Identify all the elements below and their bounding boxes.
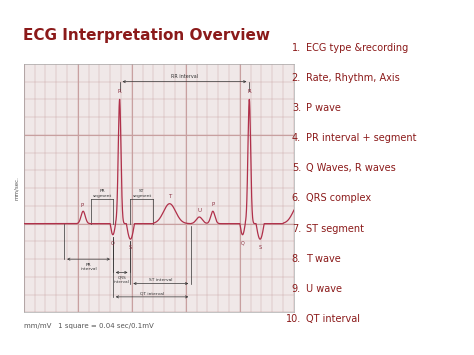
Text: Rate, Rhythm, Axis: Rate, Rhythm, Axis xyxy=(306,73,400,83)
Text: 4.: 4. xyxy=(292,133,301,143)
Text: 10.: 10. xyxy=(286,314,301,324)
Text: P: P xyxy=(80,203,83,208)
Text: R: R xyxy=(118,89,121,94)
Text: ST
segment: ST segment xyxy=(132,189,152,198)
Text: 9.: 9. xyxy=(292,284,301,294)
Text: R: R xyxy=(247,89,251,94)
Text: QT interval: QT interval xyxy=(306,314,360,324)
Text: S: S xyxy=(129,245,132,250)
Text: U wave: U wave xyxy=(306,284,342,294)
Text: QRS complex: QRS complex xyxy=(306,193,371,203)
Text: ECG type &recording: ECG type &recording xyxy=(306,43,408,53)
Text: 2.: 2. xyxy=(292,73,301,83)
Text: P: P xyxy=(211,202,214,207)
Text: 1.: 1. xyxy=(292,43,301,53)
Text: ST interval: ST interval xyxy=(149,278,173,282)
Text: 3.: 3. xyxy=(292,103,301,113)
Text: ECG Interpretation Overview: ECG Interpretation Overview xyxy=(23,28,271,43)
Text: PR
segment: PR segment xyxy=(92,189,112,198)
Text: Q Waves, R waves: Q Waves, R waves xyxy=(306,163,395,173)
Text: 7.: 7. xyxy=(292,224,301,234)
Text: 6.: 6. xyxy=(292,193,301,203)
Text: S: S xyxy=(258,245,262,250)
Text: RR interval: RR interval xyxy=(171,74,198,79)
Text: PR interval + segment: PR interval + segment xyxy=(306,133,416,143)
Text: mm/mV   1 square = 0.04 sec/0.1mV: mm/mV 1 square = 0.04 sec/0.1mV xyxy=(24,323,154,329)
Text: T: T xyxy=(168,194,171,199)
Text: QT interval: QT interval xyxy=(140,291,164,295)
Text: Q: Q xyxy=(241,240,245,245)
Text: PR
interval: PR interval xyxy=(80,263,97,271)
Text: 5.: 5. xyxy=(292,163,301,173)
Text: 8.: 8. xyxy=(292,254,301,264)
Text: Q: Q xyxy=(111,240,115,245)
Text: ST segment: ST segment xyxy=(306,224,364,234)
Text: QRS
interval: QRS interval xyxy=(114,275,129,284)
Text: U: U xyxy=(197,208,201,213)
Text: T wave: T wave xyxy=(306,254,340,264)
Text: mm/sec.: mm/sec. xyxy=(14,176,19,200)
Text: P wave: P wave xyxy=(306,103,341,113)
